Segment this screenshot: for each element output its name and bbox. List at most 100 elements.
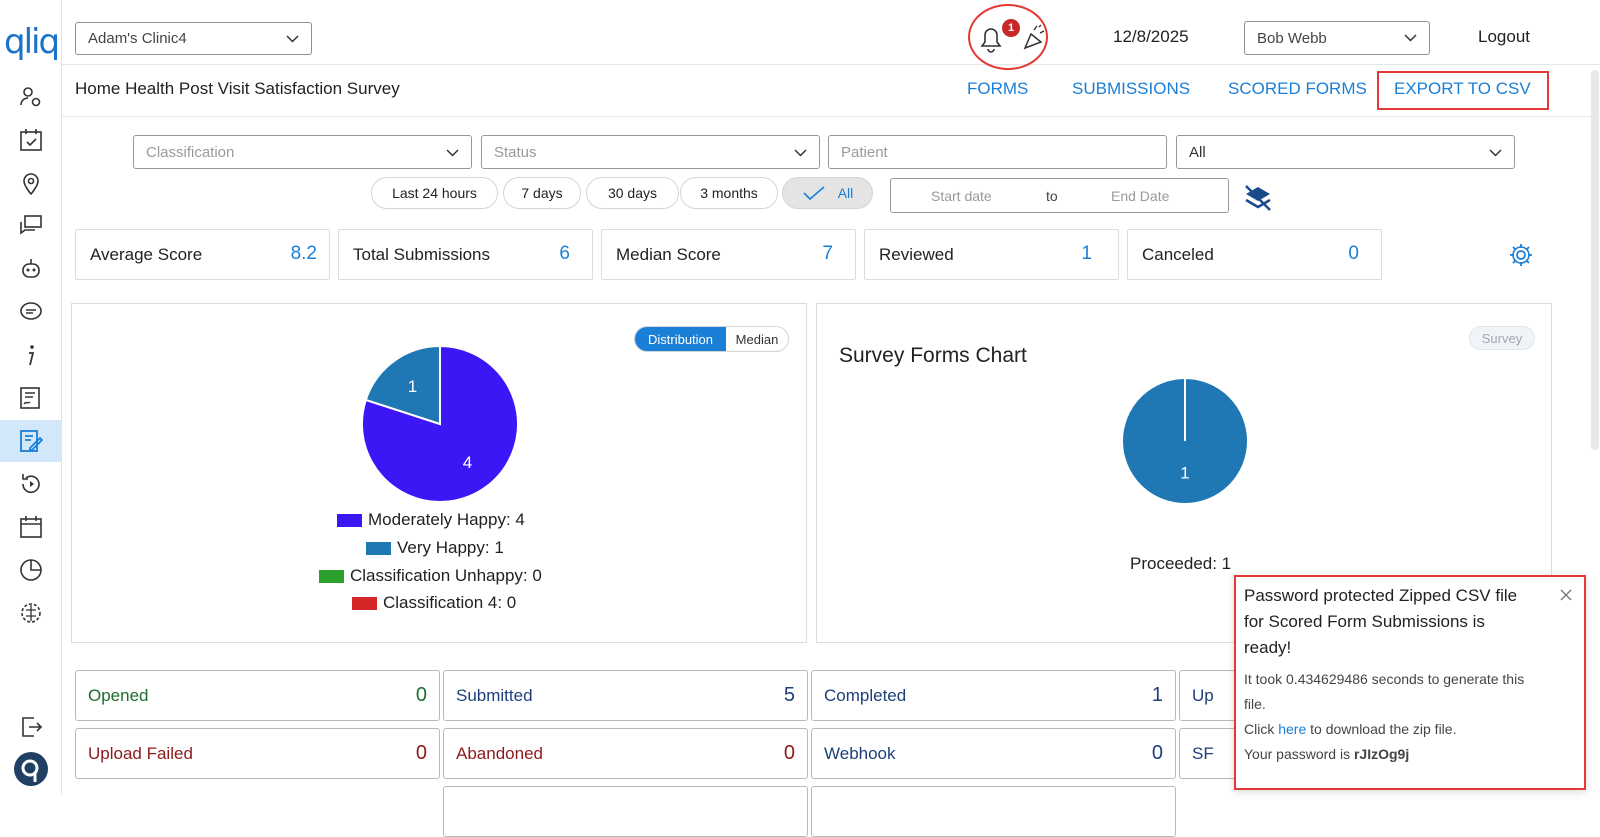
status-card-webhook[interactable]: Webhook 0: [811, 728, 1176, 779]
sidebar-item-history[interactable]: [0, 463, 62, 505]
status-label: Upload Failed: [88, 744, 193, 763]
toggle-median[interactable]: Median: [735, 331, 779, 347]
legend-label: Very Happy: 1: [397, 538, 504, 557]
range-30-days[interactable]: 30 days: [586, 177, 679, 209]
classification-select[interactable]: Classification: [133, 135, 472, 169]
toast-duration: It took 0.434629486 seconds to generate …: [1244, 671, 1525, 712]
chevron-down-icon: [794, 149, 807, 157]
export-ready-toast: Password protected Zipped CSV file for S…: [1234, 575, 1586, 790]
stat-label: Median Score: [616, 245, 721, 264]
export-highlight-box: [1377, 71, 1549, 110]
sidebar-item-ai[interactable]: [0, 592, 62, 634]
sidebar-item-signed-documents[interactable]: [0, 377, 62, 419]
classification-placeholder: Classification: [146, 143, 235, 161]
sidebar-item-info[interactable]: [0, 334, 62, 376]
bell-icon[interactable]: [978, 25, 1004, 53]
notification-badge: 1: [1002, 19, 1020, 37]
distribution-toggle: Distribution Median: [634, 326, 789, 352]
clinic-select[interactable]: Adam's Clinic4: [75, 22, 312, 55]
sidebar-item-messages[interactable]: [0, 291, 62, 333]
legend-label: Classification Unhappy: 0: [350, 566, 542, 585]
all-select-value: All: [1189, 143, 1206, 161]
pie-chart-icon: [20, 559, 42, 581]
patient-placeholder: Patient: [841, 143, 888, 161]
toggle-distribution[interactable]: Distribution: [635, 327, 726, 351]
range-3-months[interactable]: 3 months: [680, 177, 778, 209]
info-icon: [29, 345, 35, 366]
legend-label: Moderately Happy: 4: [368, 510, 525, 529]
tab-submissions[interactable]: SUBMISSIONS: [1072, 79, 1191, 98]
status-select[interactable]: Status: [481, 135, 820, 169]
history-icon: [22, 474, 40, 494]
qliq-avatar-icon: [14, 752, 48, 786]
stat-value: 0: [1348, 243, 1359, 264]
date-to-label: to: [1046, 188, 1058, 204]
megaphone-icon[interactable]: [1020, 24, 1048, 54]
legend-swatch: [352, 596, 377, 610]
signed-document-icon: [20, 387, 40, 409]
status-card-upload-failed[interactable]: Upload Failed 0: [75, 728, 440, 779]
tab-export-to-csv[interactable]: EXPORT TO CSV: [1394, 79, 1531, 98]
sidebar-item-logout[interactable]: [0, 706, 62, 748]
range-all[interactable]: All: [782, 177, 873, 209]
sidebar-item-location[interactable]: [0, 162, 62, 204]
stat-label: Average Score: [90, 245, 203, 264]
date-range-input[interactable]: Start date to End Date: [890, 178, 1229, 213]
sidebar: qliq: [0, 0, 62, 794]
sidebar-item-calendar-check[interactable]: [0, 119, 62, 161]
patient-input[interactable]: Patient: [828, 135, 1167, 169]
status-card-opened[interactable]: Opened 0: [75, 670, 440, 721]
sidebar-item-forms[interactable]: [0, 420, 62, 462]
clinic-select-value: Adam's Clinic4: [88, 30, 187, 47]
toast-password-line: Your password is rJIzOg9j: [1244, 742, 1409, 767]
status-label: Opened: [88, 686, 149, 705]
brain-icon: [21, 603, 41, 623]
chevron-down-icon: [1404, 34, 1417, 42]
sidebar-item-bot[interactable]: [0, 248, 62, 290]
user-select-value: Bob Webb: [1257, 29, 1327, 47]
download-link[interactable]: here: [1278, 721, 1307, 737]
toast-title: Password protected Zipped CSV file for S…: [1244, 586, 1518, 657]
logout-link[interactable]: Logout: [1478, 27, 1530, 46]
bot-icon: [22, 259, 40, 278]
scrollbar[interactable]: [1591, 70, 1599, 450]
notification-highlight-ring: [968, 4, 1048, 70]
sidebar-item-reports[interactable]: [0, 549, 62, 591]
survey-legend-proceeded: Proceeded: 1: [1130, 554, 1232, 573]
range-last-24-hours[interactable]: Last 24 hours: [371, 177, 498, 209]
stat-value: 1: [1081, 243, 1092, 264]
start-date-placeholder: Start date: [931, 188, 992, 204]
clear-filter-icon[interactable]: [1242, 182, 1274, 214]
status-card-submitted[interactable]: Submitted 5: [443, 670, 808, 721]
stat-reviewed: Reviewed 1: [864, 229, 1119, 280]
pie-data-label: 4: [463, 453, 472, 472]
chevron-down-icon: [1489, 149, 1502, 157]
status-label: SF: [1192, 744, 1214, 763]
tab-scored-forms[interactable]: SCORED FORMS: [1228, 79, 1367, 98]
top-bar: Adam's Clinic4 1 12/8/2025 Bob Webb Logo…: [62, 0, 1600, 70]
tab-forms[interactable]: FORMS: [967, 79, 1029, 98]
sidebar-item-user-settings[interactable]: [0, 76, 62, 118]
gear-icon[interactable]: [1508, 242, 1534, 268]
survey-pie-chart: 1: [1121, 377, 1249, 505]
message-icon: [20, 302, 42, 320]
stat-value: 8.2: [290, 243, 317, 264]
all-select[interactable]: All: [1176, 135, 1515, 169]
toast-click-prefix: Click: [1244, 721, 1279, 737]
status-value: 5: [783, 684, 795, 706]
toast-click-suffix: to download the zip file.: [1306, 721, 1457, 737]
range-7-days[interactable]: 7 days: [503, 177, 581, 209]
toast-download-line: Click here to download the zip file.: [1244, 717, 1456, 742]
end-date-placeholder: End Date: [1111, 188, 1170, 204]
sidebar-item-calendar[interactable]: [0, 506, 62, 548]
status-card-completed[interactable]: Completed 1: [811, 670, 1176, 721]
close-icon[interactable]: [1560, 589, 1572, 601]
legend-item-very-happy: Very Happy: 1: [366, 538, 504, 558]
status-card-abandoned[interactable]: Abandoned 0: [443, 728, 808, 779]
sidebar-avatar[interactable]: [0, 748, 62, 790]
sidebar-item-chat[interactable]: [0, 205, 62, 247]
legend-item-classification-4: Classification 4: 0: [352, 593, 516, 613]
user-select[interactable]: Bob Webb: [1244, 21, 1430, 55]
stat-label: Total Submissions: [353, 245, 491, 264]
